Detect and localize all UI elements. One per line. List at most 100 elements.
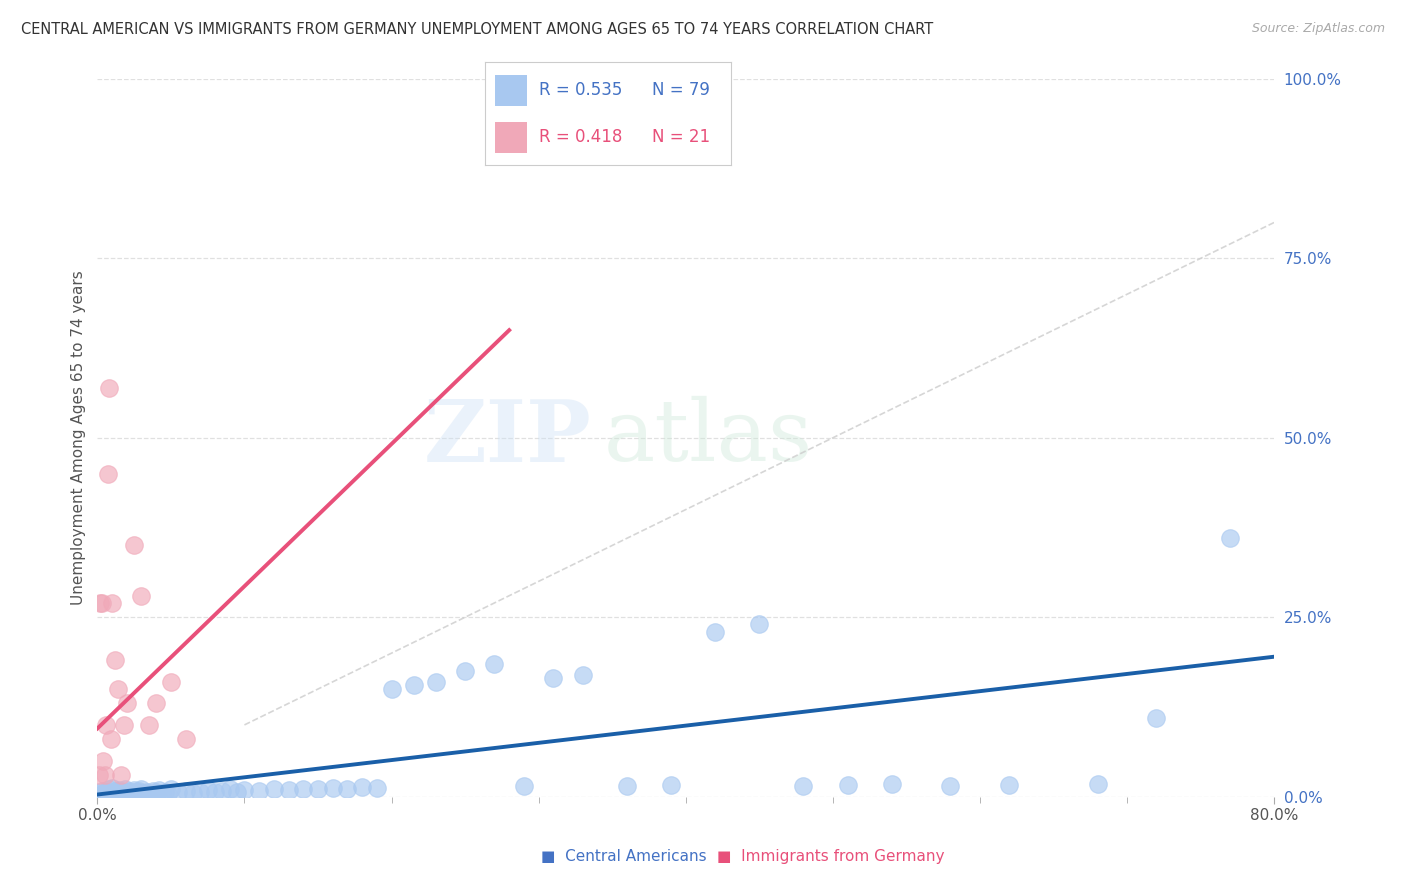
Point [93,785,115,799]
Point [454,664,477,678]
Point [181,786,204,800]
Point [97,785,120,799]
Point [145,697,167,711]
Point [263,782,285,797]
Point [91,754,114,768]
FancyBboxPatch shape [495,122,527,153]
Point [124,787,146,801]
Point [89,788,111,802]
Point [188,785,211,799]
Point [96,718,118,732]
Point [1219,531,1241,545]
Text: CENTRAL AMERICAN VS IMMIGRANTS FROM GERMANY UNEMPLOYMENT AMONG AGES 65 TO 74 YEA: CENTRAL AMERICAN VS IMMIGRANTS FROM GERM… [21,22,934,37]
Point [87,768,110,782]
Point [107,681,129,696]
Point [101,596,124,610]
Point [101,780,124,795]
Point [87,786,110,800]
Point [121,785,143,799]
Point [366,780,388,795]
Point [104,784,127,798]
Point [616,779,638,793]
Text: ■  Immigrants from Germany: ■ Immigrants from Germany [717,849,945,863]
FancyBboxPatch shape [495,75,527,105]
Point [174,784,197,798]
Point [112,787,135,801]
Point [156,787,179,801]
Point [160,782,183,797]
Point [837,778,859,792]
Point [204,785,226,799]
Point [484,657,506,671]
Point [100,787,122,801]
Point [96,788,118,802]
Point [107,788,129,802]
Text: R = 0.418: R = 0.418 [538,128,623,146]
Point [197,783,219,797]
Point [174,732,197,747]
Point [380,681,402,696]
Point [104,653,127,667]
Point [118,788,141,802]
Point [115,697,138,711]
Point [129,788,152,802]
Text: R = 0.535: R = 0.535 [538,81,623,99]
Point [122,539,145,553]
Point [138,718,160,732]
Point [226,785,249,799]
Point [939,779,962,793]
Point [89,596,111,610]
Point [1144,711,1167,725]
Point [93,768,115,782]
Point [145,785,167,799]
Point [112,718,135,732]
Point [425,674,447,689]
Point [160,674,183,689]
Point [792,779,814,793]
Point [307,782,329,797]
Point [748,617,770,632]
Point [148,783,170,797]
Point [571,667,593,681]
Point [322,780,344,795]
Point [704,624,727,639]
Point [98,782,121,797]
Point [103,786,125,800]
Point [247,784,270,798]
Point [150,786,173,800]
Point [218,782,240,797]
Point [336,781,359,796]
Point [211,784,233,798]
Point [352,780,374,795]
Point [543,671,565,685]
Text: N = 21: N = 21 [652,128,710,146]
Point [110,768,132,782]
Point [139,787,162,801]
Text: atlas: atlas [603,396,813,479]
Point [120,786,142,800]
Point [998,778,1021,792]
Point [292,781,315,796]
Point [131,782,153,797]
Point [659,778,682,792]
Point [91,787,114,801]
Text: Source: ZipAtlas.com: Source: ZipAtlas.com [1251,22,1385,36]
Point [233,783,256,797]
Point [1087,777,1109,791]
Point [90,784,112,798]
Point [402,678,425,692]
Point [100,732,122,747]
Point [114,782,136,797]
Point [277,783,299,797]
Point [880,777,903,791]
Point [105,785,128,799]
Text: ■  Central Americans: ■ Central Americans [541,849,707,863]
Point [110,786,132,800]
Point [131,589,153,603]
Point [115,785,138,799]
Point [513,779,536,793]
Point [142,784,165,798]
Point [134,786,156,800]
Point [122,783,145,797]
Point [98,381,121,395]
